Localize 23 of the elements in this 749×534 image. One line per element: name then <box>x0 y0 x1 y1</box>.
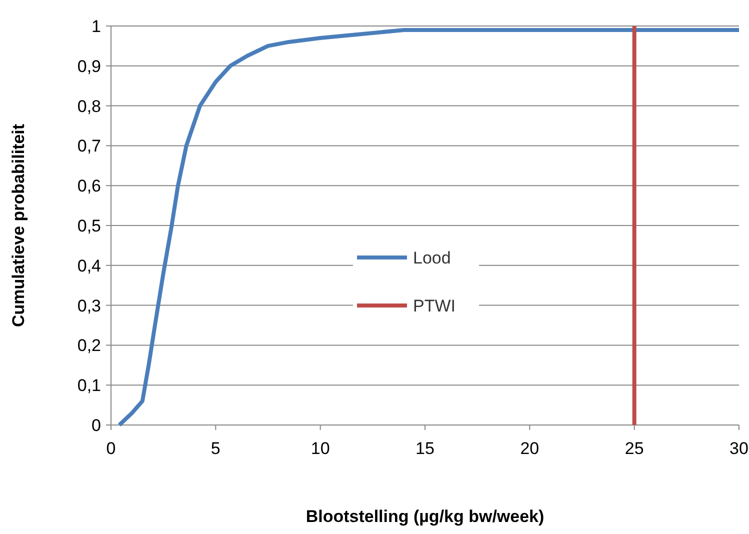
x-axis-title: Blootstelling (µg/kg bw/week) <box>306 507 544 526</box>
y-tick-label: 0,7 <box>77 136 101 156</box>
x-tick-label: 25 <box>624 439 644 458</box>
y-tick-label: 0,4 <box>77 256 101 276</box>
x-tick-label: 20 <box>520 439 540 458</box>
x-tick-label: 30 <box>730 439 748 458</box>
x-tick-label: 10 <box>310 439 330 458</box>
y-tick-label: 0,3 <box>77 296 101 316</box>
line-series <box>117 28 741 427</box>
x-tick-label: 5 <box>210 439 220 458</box>
y-tick-label: 0,6 <box>77 176 101 196</box>
y-tick-label: 0,5 <box>77 216 101 236</box>
y-tick-label: 0,9 <box>77 56 101 76</box>
y-axis-title: Cumulatieve probabiliteit <box>9 124 28 328</box>
legend-label: Lood <box>413 248 451 268</box>
y-tick-label: 0,2 <box>77 336 101 356</box>
y-tick-label: 0 <box>92 416 101 435</box>
legend-label: PTWI <box>413 296 456 316</box>
y-tick-label: 0,1 <box>77 376 101 396</box>
y-tick-label: 1 <box>92 16 101 36</box>
x-tick-label: 0 <box>106 439 116 458</box>
x-tick-label: 15 <box>416 439 434 458</box>
y-tick-label: 0,8 <box>77 96 101 116</box>
